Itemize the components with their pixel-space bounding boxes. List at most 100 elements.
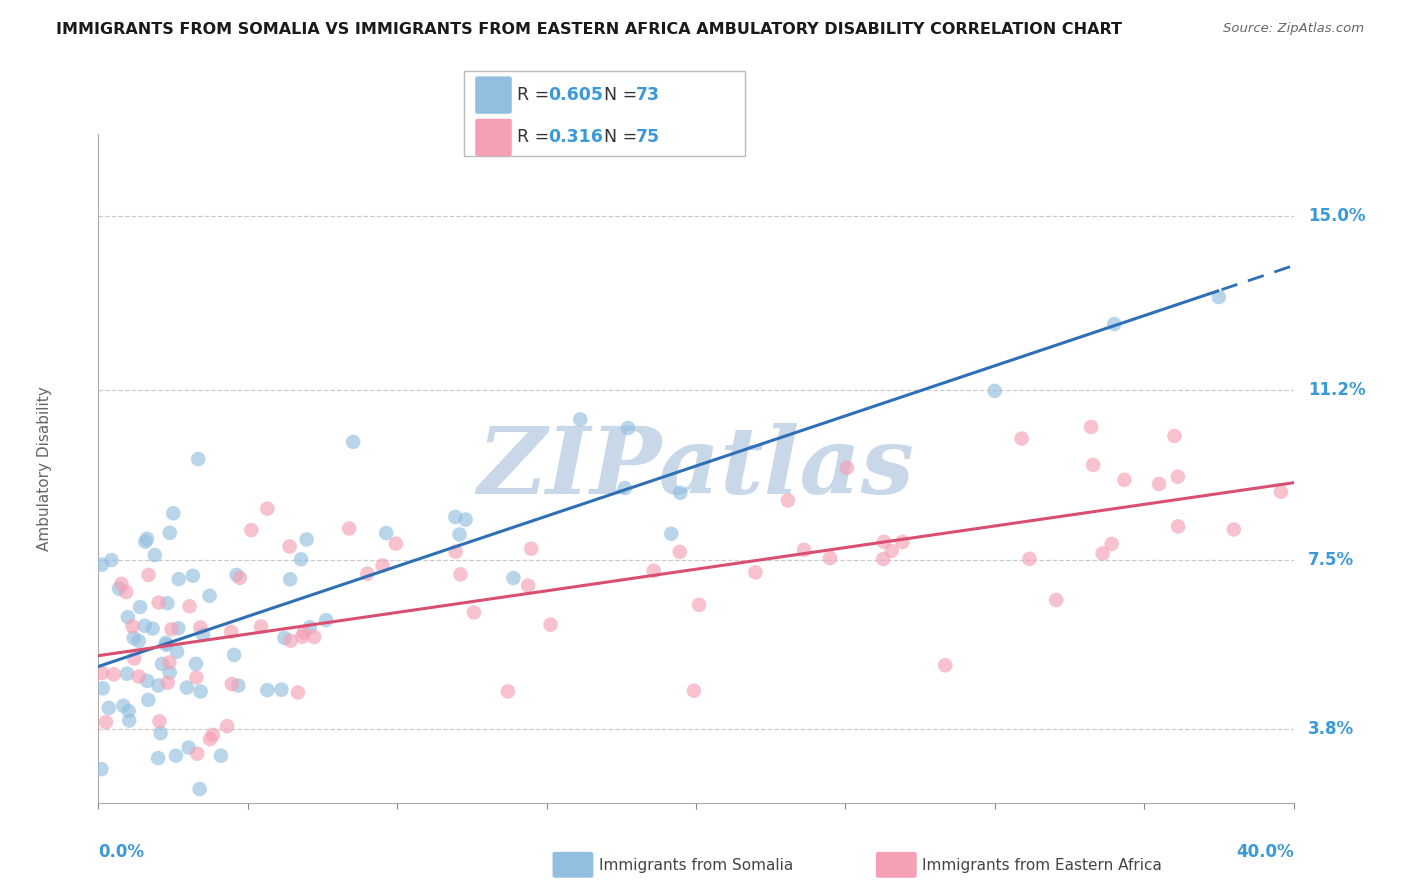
Point xyxy=(315,613,337,627)
Point xyxy=(278,540,301,554)
Point xyxy=(496,684,519,698)
Point xyxy=(1018,551,1040,566)
Point xyxy=(520,541,543,556)
Point xyxy=(873,534,896,549)
Point xyxy=(115,666,138,681)
Point xyxy=(188,782,211,797)
Point xyxy=(108,582,131,596)
Point xyxy=(159,525,181,540)
Point xyxy=(1167,469,1189,483)
Point xyxy=(190,620,212,634)
Point xyxy=(165,748,187,763)
Point xyxy=(983,384,1005,398)
Point xyxy=(444,510,467,524)
Point xyxy=(1102,317,1125,331)
Text: N =: N = xyxy=(593,87,637,104)
Point xyxy=(1080,420,1102,434)
Point xyxy=(540,617,562,632)
Point xyxy=(613,481,636,495)
Point xyxy=(148,714,170,729)
Text: 0.316: 0.316 xyxy=(548,128,603,146)
Point xyxy=(463,606,485,620)
Text: 75: 75 xyxy=(636,128,659,146)
Point xyxy=(517,579,540,593)
Point xyxy=(225,567,247,582)
Point xyxy=(94,714,117,729)
Point xyxy=(190,684,212,698)
Point xyxy=(298,620,321,634)
Point xyxy=(112,698,135,713)
Point xyxy=(256,683,278,698)
Point xyxy=(1081,458,1104,472)
Point xyxy=(224,648,246,662)
Point xyxy=(191,627,214,641)
Point xyxy=(97,701,120,715)
Point xyxy=(659,526,682,541)
Point xyxy=(157,656,180,670)
Text: Immigrants from Somalia: Immigrants from Somalia xyxy=(599,858,793,872)
Text: N =: N = xyxy=(593,128,637,146)
Point xyxy=(100,553,122,567)
Point xyxy=(134,619,156,633)
Point xyxy=(90,762,112,776)
Text: IMMIGRANTS FROM SOMALIA VS IMMIGRANTS FROM EASTERN AFRICA AMBULATORY DISABILITY : IMMIGRANTS FROM SOMALIA VS IMMIGRANTS FR… xyxy=(56,22,1122,37)
Point xyxy=(160,622,183,636)
Point xyxy=(356,566,378,581)
Point xyxy=(454,512,477,526)
Point xyxy=(198,732,221,747)
Point xyxy=(91,665,114,680)
Point xyxy=(444,544,467,558)
Point xyxy=(156,596,179,610)
Point xyxy=(201,728,224,742)
Text: 15.0%: 15.0% xyxy=(1308,207,1365,226)
Point xyxy=(1114,473,1136,487)
Text: 0.0%: 0.0% xyxy=(98,843,145,861)
Point xyxy=(250,619,273,633)
Point xyxy=(891,535,914,549)
Text: 73: 73 xyxy=(636,87,659,104)
Point xyxy=(280,633,302,648)
Point xyxy=(292,625,315,640)
Point xyxy=(342,434,364,449)
Point xyxy=(270,682,292,697)
Point xyxy=(134,534,156,549)
Point xyxy=(1147,477,1170,491)
Point xyxy=(179,599,201,614)
Point xyxy=(256,501,278,516)
Point xyxy=(449,567,471,582)
Text: Immigrants from Eastern Africa: Immigrants from Eastern Africa xyxy=(922,858,1163,872)
Point xyxy=(115,585,138,599)
Text: Source: ZipAtlas.com: Source: ZipAtlas.com xyxy=(1223,22,1364,36)
Point xyxy=(793,542,815,557)
Point xyxy=(1011,432,1033,446)
Text: 3.8%: 3.8% xyxy=(1308,721,1354,739)
Point xyxy=(643,564,665,578)
Point xyxy=(118,714,141,728)
Text: 7.5%: 7.5% xyxy=(1308,551,1354,569)
Point xyxy=(295,533,318,547)
Point xyxy=(117,610,139,624)
Point xyxy=(181,568,204,582)
Point xyxy=(776,493,799,508)
Point xyxy=(146,751,169,765)
Point xyxy=(371,558,394,573)
Point xyxy=(617,421,640,435)
Point xyxy=(1270,484,1292,499)
Point xyxy=(143,548,166,562)
Point xyxy=(1222,523,1246,537)
Point xyxy=(122,651,145,665)
Point xyxy=(226,679,249,693)
Point xyxy=(167,621,190,635)
Text: Ambulatory Disability: Ambulatory Disability xyxy=(37,386,52,550)
Point xyxy=(449,527,471,541)
Point xyxy=(934,658,956,673)
Point xyxy=(290,552,312,566)
Point xyxy=(186,670,208,684)
Text: ZIPatlas: ZIPatlas xyxy=(478,424,914,513)
Point xyxy=(835,460,858,475)
Point xyxy=(744,566,766,580)
Point xyxy=(91,681,114,696)
Point xyxy=(122,631,145,645)
Point xyxy=(291,630,314,644)
Point xyxy=(1045,593,1067,607)
